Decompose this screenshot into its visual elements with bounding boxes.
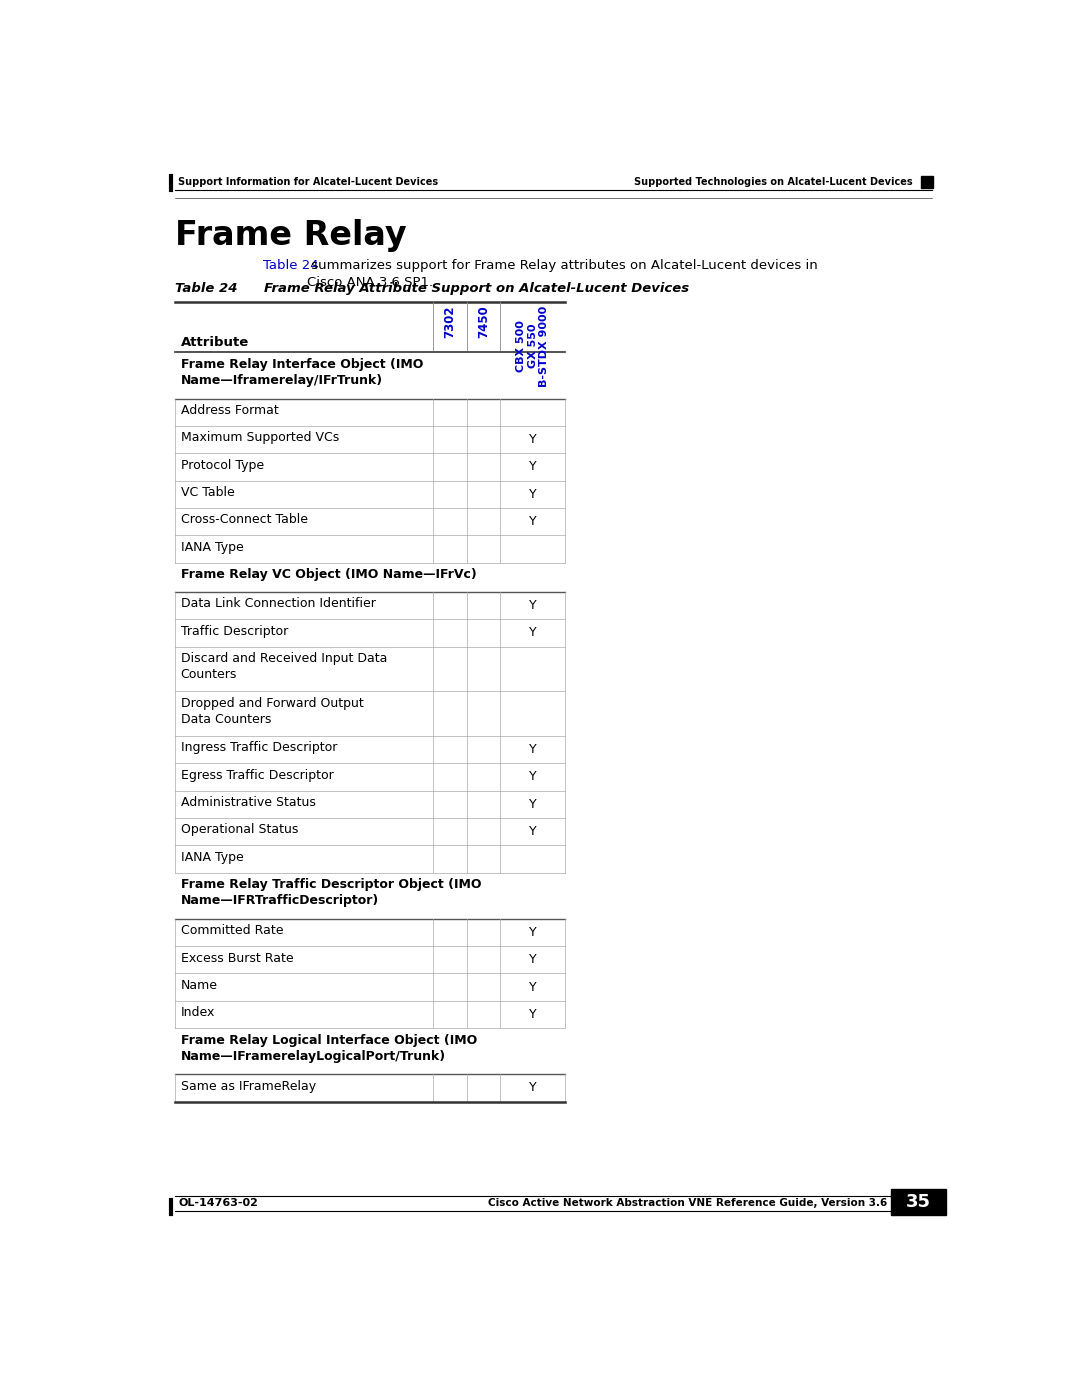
Text: Frame Relay Logical Interface Object (IMO
Name—IFramerelayLogicalPort/Trunk): Frame Relay Logical Interface Object (IM…: [180, 1034, 477, 1063]
Text: Frame Relay: Frame Relay: [175, 219, 407, 253]
Text: Support Information for Alcatel-Lucent Devices: Support Information for Alcatel-Lucent D…: [178, 177, 438, 187]
Text: Y: Y: [529, 1009, 537, 1021]
Text: Ingress Traffic Descriptor: Ingress Traffic Descriptor: [180, 742, 337, 754]
Text: IANA Type: IANA Type: [180, 851, 243, 863]
Text: Address Format: Address Format: [180, 404, 279, 418]
Text: Y: Y: [529, 433, 537, 446]
Text: Protocol Type: Protocol Type: [180, 458, 264, 472]
Text: IANA Type: IANA Type: [180, 541, 243, 553]
Text: Traffic Descriptor: Traffic Descriptor: [180, 624, 288, 637]
Text: 35: 35: [906, 1193, 931, 1211]
Text: Maximum Supported VCs: Maximum Supported VCs: [180, 432, 339, 444]
Text: OL-14763-02: OL-14763-02: [178, 1199, 258, 1208]
Text: CBX 500
GX 550
B-STDX 9000: CBX 500 GX 550 B-STDX 9000: [516, 306, 549, 387]
Text: summarizes support for Frame Relay attributes on Alcatel-Lucent devices in
Cisco: summarizes support for Frame Relay attri…: [307, 260, 818, 289]
Text: Y: Y: [529, 953, 537, 967]
Text: Name: Name: [180, 979, 218, 992]
Bar: [921, 176, 933, 189]
Text: Frame Relay VC Object (IMO Name—IFrVc): Frame Relay VC Object (IMO Name—IFrVc): [180, 569, 476, 581]
Text: Discard and Received Input Data
Counters: Discard and Received Input Data Counters: [180, 652, 387, 682]
Text: Y: Y: [529, 1081, 537, 1094]
Text: Y: Y: [529, 626, 537, 640]
Text: Table 24: Table 24: [175, 282, 238, 295]
Text: Index: Index: [180, 1006, 215, 1020]
Text: Y: Y: [529, 743, 537, 756]
Text: Frame Relay Attribute Support on Alcatel-Lucent Devices: Frame Relay Attribute Support on Alcatel…: [265, 282, 689, 295]
Text: Committed Rate: Committed Rate: [180, 925, 283, 937]
Text: Same as IFrameRelay: Same as IFrameRelay: [180, 1080, 315, 1092]
Text: Table 24: Table 24: [262, 260, 319, 272]
Text: Y: Y: [529, 461, 537, 474]
Text: 7302: 7302: [444, 306, 457, 338]
Text: Data Link Connection Identifier: Data Link Connection Identifier: [180, 598, 376, 610]
Text: Operational Status: Operational Status: [180, 823, 298, 837]
Bar: [891, 1189, 946, 1215]
Text: Y: Y: [529, 599, 537, 612]
Text: Frame Relay Traffic Descriptor Object (IMO
Name—IFRTrafficDescriptor): Frame Relay Traffic Descriptor Object (I…: [180, 877, 482, 908]
Text: Y: Y: [529, 981, 537, 993]
Text: Dropped and Forward Output
Data Counters: Dropped and Forward Output Data Counters: [180, 697, 364, 726]
Text: Y: Y: [529, 488, 537, 500]
Text: Y: Y: [529, 515, 537, 528]
Text: Excess Burst Rate: Excess Burst Rate: [180, 951, 294, 964]
Text: Y: Y: [529, 770, 537, 784]
Text: Cross-Connect Table: Cross-Connect Table: [180, 513, 308, 527]
Text: Attribute: Attribute: [180, 335, 249, 349]
Bar: [921, 1197, 932, 1208]
Text: Y: Y: [529, 926, 537, 939]
Text: 7450: 7450: [477, 306, 490, 338]
Text: Y: Y: [529, 826, 537, 838]
Text: Supported Technologies on Alcatel-Lucent Devices: Supported Technologies on Alcatel-Lucent…: [634, 177, 913, 187]
Text: Egress Traffic Descriptor: Egress Traffic Descriptor: [180, 768, 334, 782]
Text: Y: Y: [529, 798, 537, 810]
Text: Administrative Status: Administrative Status: [180, 796, 315, 809]
Text: Cisco Active Network Abstraction VNE Reference Guide, Version 3.6 SP1: Cisco Active Network Abstraction VNE Ref…: [488, 1199, 913, 1208]
Text: VC Table: VC Table: [180, 486, 234, 499]
Text: Frame Relay Interface Object (IMO
Name—Iframerelay/IFrTrunk): Frame Relay Interface Object (IMO Name—I…: [180, 358, 423, 387]
